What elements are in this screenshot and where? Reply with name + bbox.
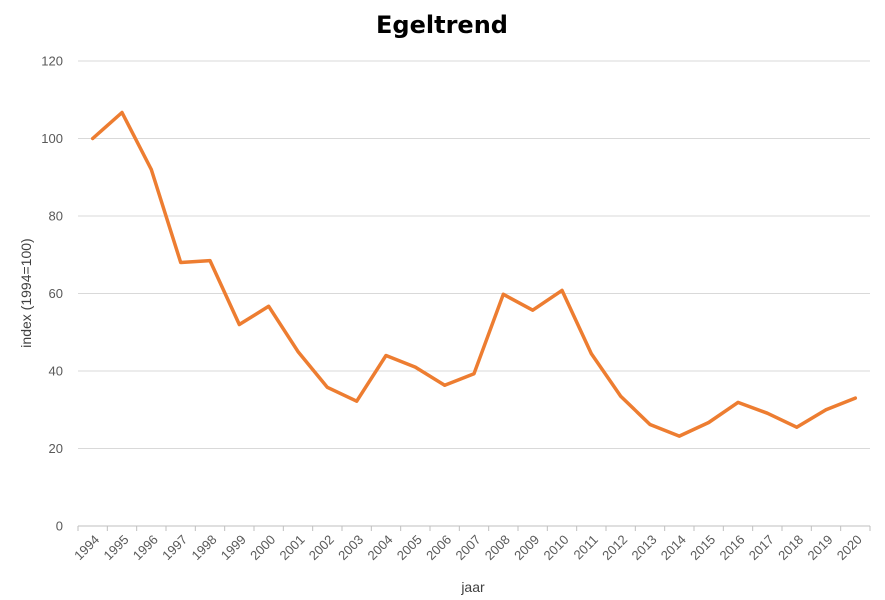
data-point bbox=[413, 365, 417, 369]
x-tick-label: 2006 bbox=[423, 532, 454, 563]
x-axis-ticks: 1994199519961997199819992000200120022003… bbox=[71, 526, 871, 563]
x-tick-label: 2018 bbox=[775, 532, 806, 563]
x-tick-label: 2008 bbox=[482, 532, 513, 563]
x-tick-label: 2017 bbox=[746, 532, 777, 563]
y-axis-ticks: 0 20 40 60 80 100 120 bbox=[41, 54, 63, 534]
y-tick-label: 80 bbox=[49, 209, 63, 224]
data-point bbox=[765, 411, 769, 415]
data-point bbox=[589, 352, 593, 356]
x-tick-label: 2002 bbox=[306, 532, 337, 563]
x-tick-label: 2014 bbox=[658, 532, 689, 563]
y-tick-label: 20 bbox=[49, 441, 63, 456]
data-point bbox=[325, 385, 329, 389]
data-point bbox=[560, 288, 564, 292]
y-tick-label: 120 bbox=[41, 54, 63, 69]
data-point bbox=[824, 408, 828, 412]
data-point bbox=[149, 168, 153, 171]
x-tick-label: 2001 bbox=[276, 532, 307, 563]
x-tick-label: 2004 bbox=[364, 532, 395, 563]
data-point bbox=[267, 304, 271, 308]
series-line bbox=[90, 110, 858, 438]
data-point bbox=[237, 323, 241, 326]
x-tick-label: 1998 bbox=[188, 532, 219, 563]
x-tick-label: 2020 bbox=[834, 532, 865, 563]
y-tick-label: 0 bbox=[56, 519, 63, 534]
data-point bbox=[501, 292, 505, 296]
y-tick-label: 100 bbox=[41, 131, 63, 146]
x-tick-label: 2007 bbox=[452, 532, 483, 563]
data-point bbox=[91, 137, 95, 140]
data-point bbox=[648, 422, 652, 426]
x-tick-label: 2003 bbox=[335, 532, 366, 563]
data-point bbox=[707, 421, 711, 425]
data-point bbox=[120, 111, 124, 115]
x-tick-label: 1994 bbox=[71, 532, 102, 563]
data-point bbox=[619, 394, 623, 398]
data-point bbox=[355, 399, 359, 403]
x-tick-label: 2000 bbox=[247, 532, 278, 563]
data-point bbox=[472, 372, 476, 376]
x-tick-label: 2013 bbox=[628, 532, 659, 563]
gridlines bbox=[78, 60, 870, 527]
data-point bbox=[179, 261, 183, 264]
x-tick-label: 2009 bbox=[511, 532, 542, 563]
x-tick-label: 2016 bbox=[716, 532, 747, 563]
y-tick-label: 40 bbox=[49, 364, 63, 379]
data-point bbox=[677, 434, 681, 438]
y-tick-label: 60 bbox=[49, 286, 63, 301]
data-point bbox=[795, 425, 799, 429]
x-tick-label: 2010 bbox=[540, 532, 571, 563]
x-tick-label: 1999 bbox=[218, 532, 249, 563]
x-tick-label: 2011 bbox=[571, 532, 601, 562]
data-point bbox=[853, 396, 857, 400]
data-point bbox=[384, 354, 388, 357]
x-tick-label: 1996 bbox=[130, 532, 161, 563]
data-point bbox=[208, 259, 212, 263]
x-tick-label: 1995 bbox=[100, 532, 131, 563]
chart-title: Egeltrend bbox=[376, 11, 508, 39]
x-axis-label: jaar bbox=[460, 579, 485, 595]
data-point bbox=[296, 350, 300, 354]
x-tick-label: 2005 bbox=[394, 532, 425, 563]
x-tick-label: 1997 bbox=[159, 532, 190, 563]
x-tick-label: 2019 bbox=[804, 532, 835, 563]
data-point bbox=[443, 383, 447, 387]
series-layer bbox=[90, 110, 858, 438]
data-point bbox=[531, 308, 535, 312]
data-point bbox=[736, 400, 740, 404]
y-axis-label: index (1994=100) bbox=[18, 238, 34, 347]
x-tick-label: 2015 bbox=[687, 532, 718, 563]
x-tick-label: 2012 bbox=[599, 532, 630, 563]
